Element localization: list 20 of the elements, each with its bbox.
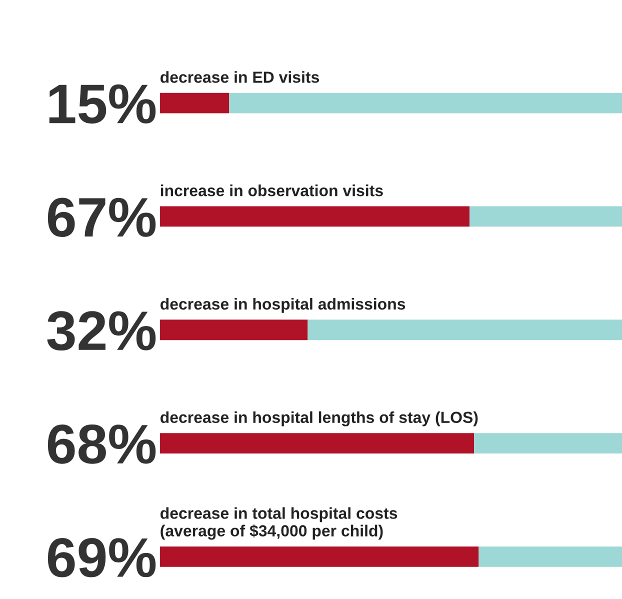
bar	[308, 320, 622, 340]
bar	[160, 320, 308, 340]
data-label: 68%	[48, 424, 156, 464]
bar	[478, 546, 622, 567]
data-label: 69%	[48, 538, 156, 578]
bar	[160, 92, 230, 114]
y-tick-label: decrease in hospital admissions	[160, 298, 406, 313]
data-label: 15%	[49, 84, 156, 124]
bar	[160, 433, 474, 454]
bar	[469, 206, 622, 227]
y-tick-label: increase in observation visits	[160, 184, 383, 196]
data-label: 67%	[48, 198, 156, 238]
bar	[229, 92, 622, 114]
y-tick-label: decrease in total hospital costs (average of $34,000 per child)	[160, 507, 398, 540]
bar	[160, 546, 479, 567]
y-tick-label: decrease in ED visits	[160, 71, 320, 83]
data-label: 32%	[47, 311, 156, 351]
bar	[160, 206, 470, 227]
y-tick-label: decrease in hospital lengths of stay (LOS)	[160, 411, 478, 426]
bar	[474, 433, 622, 454]
